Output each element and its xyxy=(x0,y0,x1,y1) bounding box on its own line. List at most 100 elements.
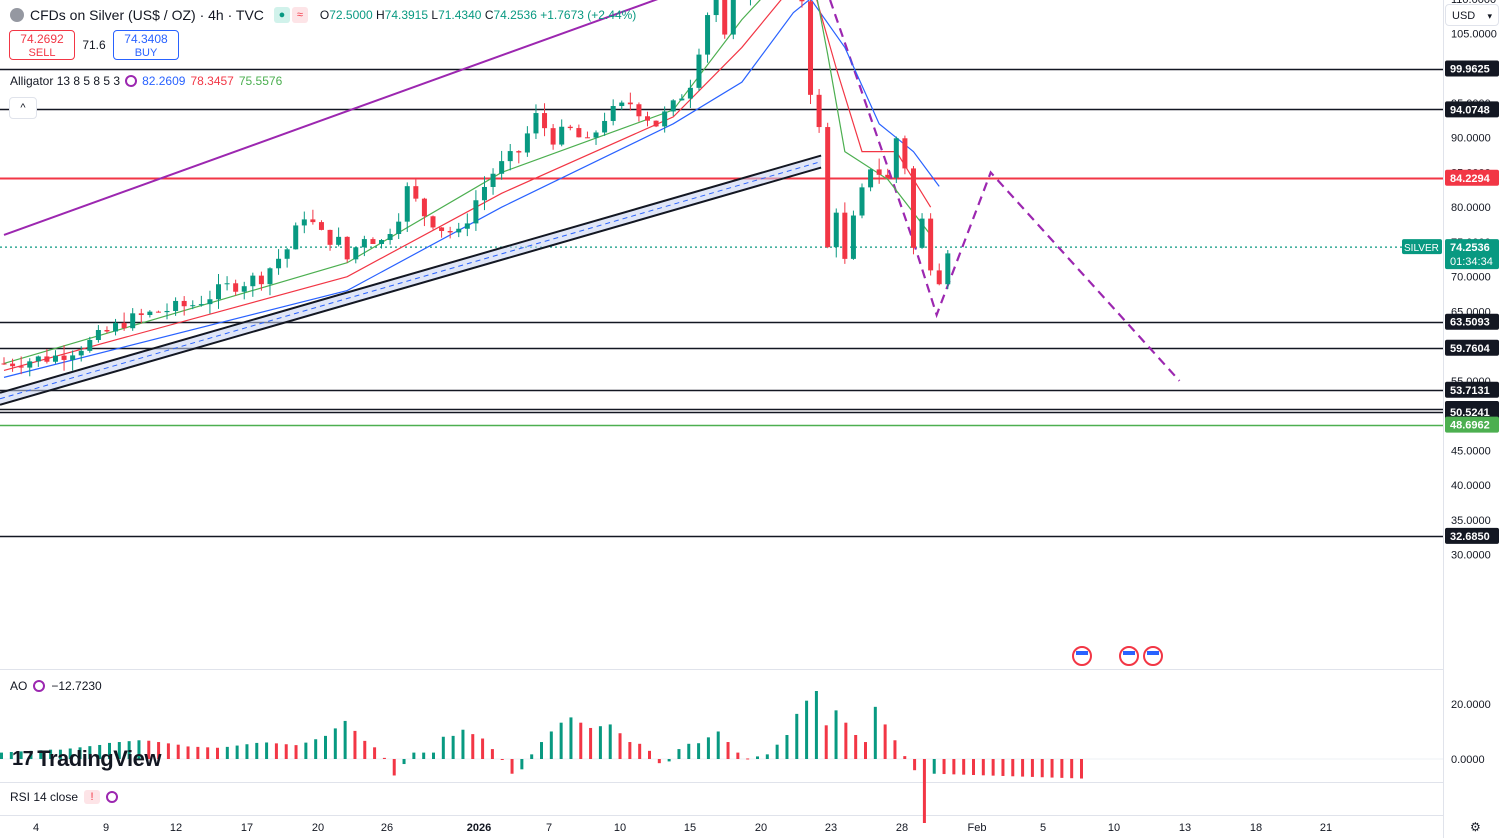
data-delay-icon[interactable]: ≈ xyxy=(291,7,308,23)
ao-bar xyxy=(225,746,229,759)
ao-bar xyxy=(422,752,426,759)
trade-panel: 74.2692 SELL 71.6 74.3408 BUY xyxy=(9,30,179,60)
level-tag-bg xyxy=(1445,101,1499,118)
ao-bar xyxy=(628,742,632,759)
collapse-legend-button[interactable]: ^ xyxy=(9,97,37,119)
time-axis-labels: 4 9 12 17 20 26 2026 7 10 15 20 23 28 Feb 5 10 13 18 21 xyxy=(33,822,1332,834)
ao-bar xyxy=(245,744,249,759)
gear-icon[interactable]: ⚙ xyxy=(1470,820,1481,834)
rsi-label: RSI 14 close xyxy=(10,790,79,804)
ao-bar xyxy=(844,722,848,759)
y-tick-label: 30.0000 xyxy=(1451,550,1491,562)
x-tick-label: 4 xyxy=(33,822,39,834)
warning-icon[interactable]: ! xyxy=(84,790,101,804)
candle-body xyxy=(687,87,693,99)
tradingview-wordmark: TradingView xyxy=(37,746,161,771)
y-tick-label: 80.0000 xyxy=(1451,202,1491,214)
ao-bar xyxy=(373,747,377,759)
candle-body xyxy=(602,120,608,133)
candle-body xyxy=(164,310,170,313)
us-flag-canton xyxy=(1123,651,1135,655)
candle-body xyxy=(1,363,7,365)
x-tick-label: 15 xyxy=(684,822,696,834)
symbol-tag-bg xyxy=(1402,239,1442,255)
price-axis-labels: 30.000035.000040.000045.000055.000065.00… xyxy=(1451,0,1497,562)
candle-body xyxy=(190,305,196,307)
alligator-teeth-line xyxy=(3,0,932,372)
ao-bar xyxy=(1040,759,1044,778)
tradingview-logo[interactable]: 17 TradingView xyxy=(12,746,161,772)
candle-body xyxy=(705,15,711,55)
candle-body xyxy=(559,126,565,145)
ao-bar xyxy=(147,740,151,759)
currency-label: USD xyxy=(1452,10,1476,22)
buy-button[interactable]: 74.3408 BUY xyxy=(113,30,179,60)
candle-body xyxy=(87,340,93,351)
candle-body xyxy=(730,0,736,35)
candle-body xyxy=(78,350,84,356)
rsi-refresh-icon[interactable] xyxy=(106,791,119,803)
ao-bar xyxy=(972,759,975,775)
candles xyxy=(1,0,951,377)
ao-bar xyxy=(579,722,583,759)
ao-bar xyxy=(1021,759,1025,777)
ao-bar xyxy=(1011,759,1015,777)
x-tick-label: 28 xyxy=(896,822,908,834)
candle-body xyxy=(816,94,822,128)
candle-body xyxy=(842,212,848,259)
ao-legend[interactable]: AO −12.7230 xyxy=(10,679,102,693)
candle-body xyxy=(207,299,213,305)
market-open-icon[interactable]: ● xyxy=(273,7,290,23)
ao-bar xyxy=(68,748,72,759)
rsi-legend[interactable]: RSI 14 close ! xyxy=(10,790,119,804)
ao-bar xyxy=(88,746,92,759)
candle-body xyxy=(353,247,359,260)
change-value: +1.7673 (+2.44%) xyxy=(540,8,637,22)
candle-body xyxy=(35,356,41,362)
ao-bar xyxy=(235,745,239,759)
ao-bar xyxy=(667,759,671,762)
candle-body xyxy=(130,313,136,329)
candle-body xyxy=(421,198,427,217)
ao-bar xyxy=(1060,759,1064,778)
level-tag-label: 53.7131 xyxy=(1450,385,1490,397)
ao-bar xyxy=(186,746,190,759)
candle-body xyxy=(542,113,548,129)
level-tag-bg xyxy=(1445,416,1499,433)
alligator-legend[interactable]: Alligator 13 8 5 8 5 3 82.2609 78.3457 7… xyxy=(10,74,282,88)
candle-body xyxy=(524,133,530,153)
level-tag-label: 32.6850 xyxy=(1450,531,1490,543)
x-tick-label: 10 xyxy=(614,822,626,834)
candle-body xyxy=(44,356,50,362)
resistance-trendline xyxy=(3,0,659,236)
ao-bar xyxy=(9,752,13,759)
x-tick-label: 2026 xyxy=(467,822,491,834)
price-tag-countdown: 01:34:34 xyxy=(1450,256,1493,268)
symbol-icon xyxy=(10,8,24,22)
alligator-jaw-value: 82.2609 xyxy=(142,74,186,88)
us-event-icon-1 xyxy=(1119,646,1139,666)
sell-button[interactable]: 74.2692 SELL xyxy=(9,30,75,60)
candle-body xyxy=(447,231,453,233)
ao-bar xyxy=(363,740,367,759)
ao-bar xyxy=(382,757,386,759)
candle-body xyxy=(318,222,324,230)
ao-settings-icon[interactable] xyxy=(33,680,46,692)
chart-title-row: CFDs on Silver (US$ / OZ) · 4h · TVC ● ≈… xyxy=(10,7,636,23)
candle-body xyxy=(379,240,385,244)
candle-body xyxy=(902,138,908,169)
ao-bar xyxy=(638,743,642,759)
ao-bar xyxy=(314,739,318,759)
ao-bar xyxy=(903,756,907,759)
ao-bar xyxy=(805,700,809,759)
ao-bar xyxy=(756,756,759,759)
candle-body xyxy=(670,100,676,112)
ao-bar xyxy=(873,706,877,759)
indicator-settings-icon[interactable] xyxy=(125,75,138,87)
currency-selector[interactable]: USD ▾ xyxy=(1445,4,1499,26)
ao-bar xyxy=(706,737,710,759)
chart-title[interactable]: CFDs on Silver (US$ / OZ) · 4h · TVC xyxy=(30,7,264,23)
candle-body xyxy=(679,98,685,101)
ao-bar xyxy=(490,749,494,759)
